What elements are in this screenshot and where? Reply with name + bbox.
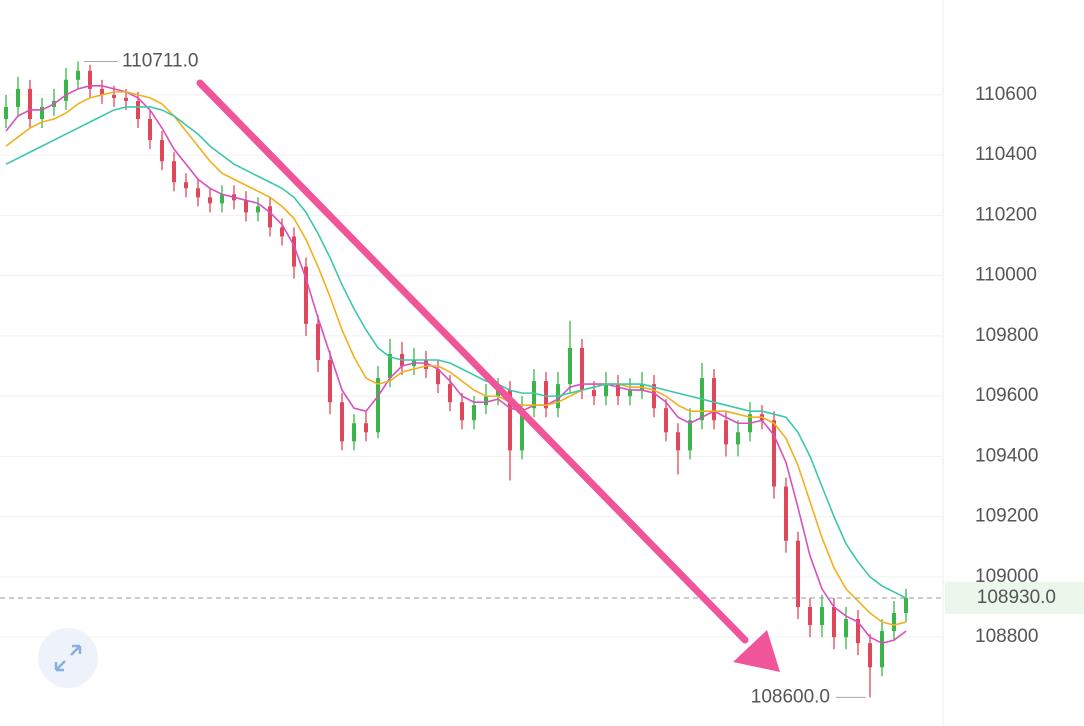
candle-body: [208, 197, 212, 204]
expand-bg[interactable]: [38, 628, 98, 688]
candle-body: [784, 486, 788, 541]
y-tick-label: 108800: [975, 626, 1038, 647]
candle-body: [424, 359, 428, 370]
y-tick-label: 109800: [975, 325, 1038, 346]
candle-body: [604, 384, 608, 397]
candle-body: [484, 396, 488, 406]
candle-body: [124, 97, 128, 101]
candle-body: [832, 607, 836, 638]
candle-body: [712, 378, 716, 421]
candle-body: [856, 619, 860, 644]
candle-body: [904, 597, 908, 614]
candle-body: [136, 100, 140, 119]
candle-body: [436, 369, 440, 385]
candle-body: [112, 94, 116, 98]
ma-line: [5, 106, 907, 599]
candle-body: [664, 408, 668, 433]
candle-body: [592, 390, 596, 397]
candle-body: [88, 70, 92, 89]
candle-body: [76, 70, 80, 80]
candle-body: [496, 390, 500, 397]
candle-body: [892, 613, 896, 632]
candle-body: [328, 359, 332, 403]
candle-body: [148, 118, 152, 141]
candle-body: [4, 106, 8, 119]
last-price-box: [945, 581, 1084, 614]
candle-body: [568, 347, 572, 385]
candle-body: [16, 88, 20, 107]
candle-body: [40, 106, 44, 119]
candle-body: [448, 384, 452, 403]
y-tick-label: 110000: [975, 265, 1037, 286]
candle-body: [520, 408, 524, 451]
candle-body: [316, 323, 320, 360]
expand-glyph[interactable]: [54, 644, 82, 672]
candle-body: [880, 631, 884, 668]
candle-body: [532, 381, 536, 409]
expand-icon[interactable]: [38, 628, 98, 688]
candle-body: [688, 420, 692, 451]
candle-body: [364, 423, 368, 433]
candle-body: [184, 182, 188, 189]
ma-line: [5, 85, 907, 645]
candle-body: [280, 227, 284, 237]
trend-arrow-shaft: [196, 79, 749, 644]
trend-arrow-head: [733, 630, 780, 672]
candle-body: [268, 206, 272, 228]
last-price-label: 108930.0: [977, 587, 1056, 608]
y-tick-label: 109000: [975, 566, 1038, 587]
y-tick-label: 109600: [975, 385, 1038, 406]
candle-body: [580, 347, 584, 391]
y-tick-label: 109200: [975, 506, 1038, 527]
candle-body: [724, 420, 728, 445]
candle-body: [304, 266, 308, 324]
candle-body: [736, 432, 740, 445]
y-tick-label: 110400: [975, 144, 1037, 165]
candle-body: [292, 236, 296, 267]
candle-body: [220, 194, 224, 204]
max-label: 110711.0: [122, 50, 198, 71]
candle-body: [388, 353, 392, 379]
y-tick-label: 110200: [975, 204, 1037, 225]
ma-line: [5, 91, 907, 626]
candle-body: [160, 140, 164, 162]
candle-body: [244, 200, 248, 213]
candle-body: [628, 390, 632, 397]
candle-body: [652, 384, 656, 409]
candle-body: [100, 88, 104, 95]
candle-body: [820, 607, 824, 626]
candle-body: [796, 540, 800, 608]
candle-body: [28, 88, 32, 119]
candle-body: [808, 607, 812, 626]
candle-body: [772, 420, 776, 487]
candle-body: [340, 402, 344, 442]
candle-body: [844, 619, 848, 638]
candle-body: [172, 161, 176, 183]
candle-body: [64, 79, 68, 101]
candle-body: [376, 378, 380, 433]
candle-body: [676, 432, 680, 451]
min-label: 108600.0: [751, 686, 830, 707]
candle-body: [472, 405, 476, 421]
candle-body: [868, 643, 872, 668]
candle-body: [352, 423, 356, 442]
y-tick-label: 109400: [975, 445, 1038, 466]
candle-body: [508, 390, 512, 451]
candle-body: [196, 188, 200, 198]
candle-body: [616, 384, 620, 397]
candle-body: [544, 381, 548, 409]
candle-body: [256, 206, 260, 213]
candle-body: [460, 402, 464, 421]
y-tick-label: 110600: [975, 84, 1037, 105]
